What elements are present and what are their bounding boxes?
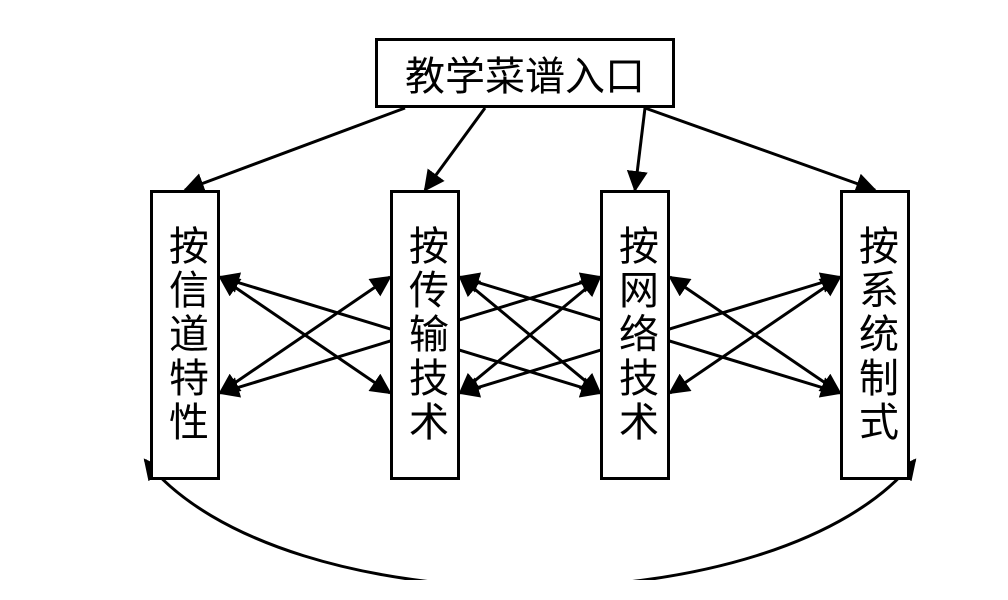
child-box-label: 按网络技术 bbox=[606, 225, 664, 445]
child-box-label: 按传输技术 bbox=[396, 225, 454, 445]
child-box-label: 按系统制式 bbox=[846, 225, 904, 445]
child-box-network: 按网络技术 bbox=[600, 190, 670, 480]
diagram-root: 教学菜谱入口 按信道特性 按传输技术 按网络技术 按系统制式 bbox=[20, 20, 1008, 580]
top-box: 教学菜谱入口 bbox=[375, 38, 675, 108]
child-box-channel: 按信道特性 bbox=[150, 190, 220, 480]
child-box-system: 按系统制式 bbox=[840, 190, 910, 480]
child-box-transport: 按传输技术 bbox=[390, 190, 460, 480]
child-box-label: 按信道特性 bbox=[156, 225, 214, 445]
top-box-label: 教学菜谱入口 bbox=[405, 44, 645, 102]
